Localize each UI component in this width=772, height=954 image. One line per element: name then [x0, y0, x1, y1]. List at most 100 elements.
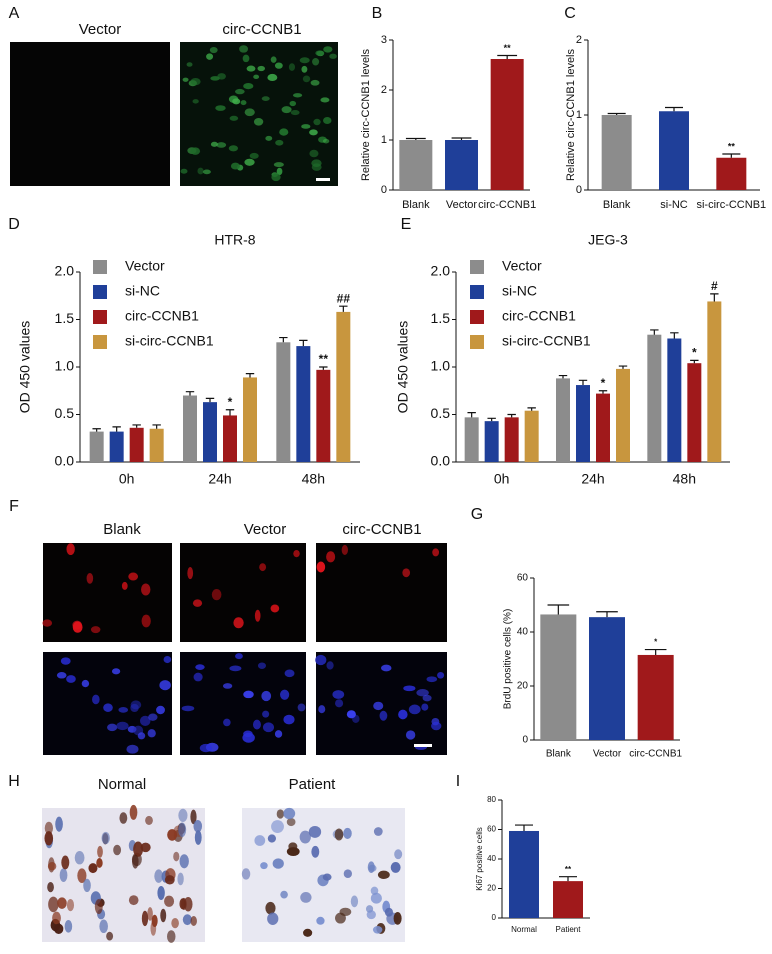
y-tick-label: 2.0: [431, 263, 451, 279]
bar: [596, 393, 610, 462]
cell: [253, 118, 264, 126]
cell: [103, 703, 113, 712]
cell: [244, 108, 255, 117]
cell: [141, 910, 149, 927]
cell: [302, 75, 311, 83]
bar: [637, 654, 674, 740]
cell: [52, 911, 61, 925]
cell: [322, 873, 332, 881]
y-axis-label: BrdU positive cells (%): [503, 609, 514, 710]
cell: [379, 710, 388, 721]
image-background: [43, 543, 172, 642]
bar: [109, 431, 124, 462]
cell: [254, 835, 266, 846]
cell: [405, 730, 416, 740]
panel-label: E: [401, 216, 412, 233]
micrograph: [180, 652, 306, 755]
cell: [77, 868, 87, 883]
cell: [74, 850, 85, 865]
cell: [323, 117, 332, 125]
error-bar: [665, 106, 683, 112]
cell: [243, 82, 254, 90]
cell: [182, 77, 189, 82]
cell: [315, 654, 327, 666]
cell: [301, 124, 311, 129]
error-bar: [279, 336, 288, 343]
cell: [300, 892, 312, 903]
panel-label: H: [8, 773, 20, 790]
cell: [311, 159, 322, 167]
panel-label: G: [471, 506, 483, 523]
cell: [57, 897, 67, 909]
cell: [280, 689, 290, 700]
cell: [61, 855, 70, 870]
cell: [431, 721, 442, 731]
cell: [86, 572, 94, 584]
cell: [88, 863, 98, 874]
cell: [211, 589, 222, 601]
cell: [286, 847, 300, 857]
legend-swatch: [93, 310, 107, 324]
error-bar: [497, 54, 518, 59]
panel-label: B: [372, 5, 383, 22]
cell: [223, 718, 231, 727]
cell: [141, 614, 151, 628]
bar: [716, 157, 747, 190]
cell: [210, 76, 220, 81]
error-bar: [644, 648, 667, 655]
cell: [267, 912, 279, 926]
error-bar: [225, 409, 235, 416]
cell: [408, 704, 421, 715]
x-tick-label: 48h: [673, 471, 696, 487]
error-bar: [132, 424, 141, 428]
cell: [286, 817, 296, 827]
panel-label: I: [456, 773, 460, 790]
legend-label: Vector: [502, 258, 542, 274]
legend-label: si-circ-CCNB1: [125, 333, 214, 349]
y-tick-label: 60: [487, 825, 496, 834]
cell: [154, 869, 163, 883]
cell: [190, 147, 201, 155]
error-bar: [578, 379, 588, 386]
error-bar: [650, 329, 659, 335]
cell: [310, 79, 320, 86]
legend-swatch: [93, 335, 107, 349]
cell: [288, 63, 296, 71]
cell: [311, 845, 320, 858]
cell: [290, 110, 300, 116]
error-bar: [507, 413, 516, 418]
cell: [267, 834, 276, 843]
cell: [171, 918, 179, 929]
cell: [271, 173, 281, 182]
bar: [316, 369, 331, 462]
y-axis-label: OD 450 values: [395, 321, 411, 414]
significance-mark: *: [654, 638, 658, 647]
error-bar: [245, 373, 255, 378]
cell: [167, 829, 178, 841]
micrograph: [180, 42, 338, 186]
cell: [332, 690, 345, 699]
bar: [223, 415, 237, 462]
cell: [113, 844, 122, 856]
y-tick-label: 0: [522, 735, 528, 746]
error-bar: [467, 412, 476, 418]
legend-label: si-circ-CCNB1: [502, 333, 591, 349]
cell: [206, 53, 214, 60]
cell: [197, 167, 204, 175]
x-tick-label: 0h: [119, 471, 135, 487]
cell: [437, 671, 445, 679]
cell: [299, 830, 311, 844]
cell: [92, 694, 100, 705]
cell: [59, 868, 68, 883]
cell: [339, 907, 352, 917]
micrograph: [42, 543, 172, 642]
image-background: [316, 543, 447, 642]
cell: [262, 722, 275, 733]
x-tick-label: Blank: [603, 199, 631, 211]
significance-mark: **: [728, 141, 736, 151]
cell: [47, 882, 54, 893]
cell: [297, 703, 306, 712]
x-tick-label: Blank: [402, 199, 430, 211]
cell: [253, 74, 260, 80]
bar: [490, 59, 524, 190]
